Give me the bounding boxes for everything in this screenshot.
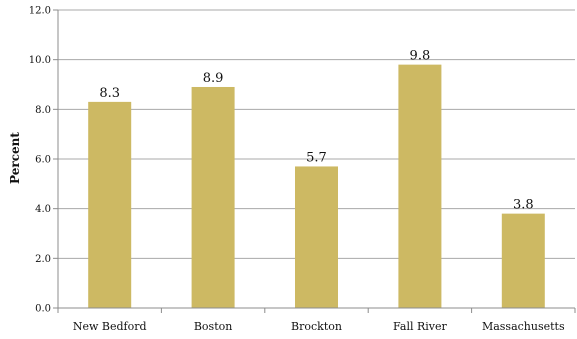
y-tick-label: 8.0 — [35, 105, 51, 116]
axes — [53, 9, 576, 313]
x-tick-label: New Bedford — [73, 320, 147, 333]
y-tick-label: 4.0 — [35, 204, 51, 215]
x-tick-label: Fall River — [393, 320, 448, 333]
x-tick-label: Brockton — [291, 320, 342, 333]
bar — [191, 86, 235, 308]
data-label: 5.7 — [306, 150, 327, 165]
y-tick-label: 0.0 — [35, 304, 51, 315]
bar — [501, 213, 545, 308]
x-tick-label: Boston — [194, 320, 232, 333]
y-tick-label: 12.0 — [29, 6, 51, 17]
y-axis-title: Percent — [8, 132, 22, 184]
data-label: 8.9 — [203, 71, 224, 86]
y-tick-label: 6.0 — [35, 155, 51, 166]
data-label: 3.8 — [513, 198, 534, 213]
y-tick-label: 2.0 — [35, 254, 51, 265]
data-label: 8.3 — [99, 86, 120, 101]
bar — [88, 101, 132, 308]
labels: 0.0 2.0 4.0 6.0 8.0 10.0 12.0 8.3 New Bedford 8.9… — [29, 6, 565, 334]
bars — [88, 64, 545, 308]
bar — [398, 64, 442, 308]
data-label: 9.8 — [410, 49, 431, 64]
y-tick-label: 10.0 — [29, 55, 51, 66]
gridlines — [58, 9, 575, 259]
x-tick-label: Massachusetts — [482, 320, 565, 333]
bar — [295, 166, 338, 308]
